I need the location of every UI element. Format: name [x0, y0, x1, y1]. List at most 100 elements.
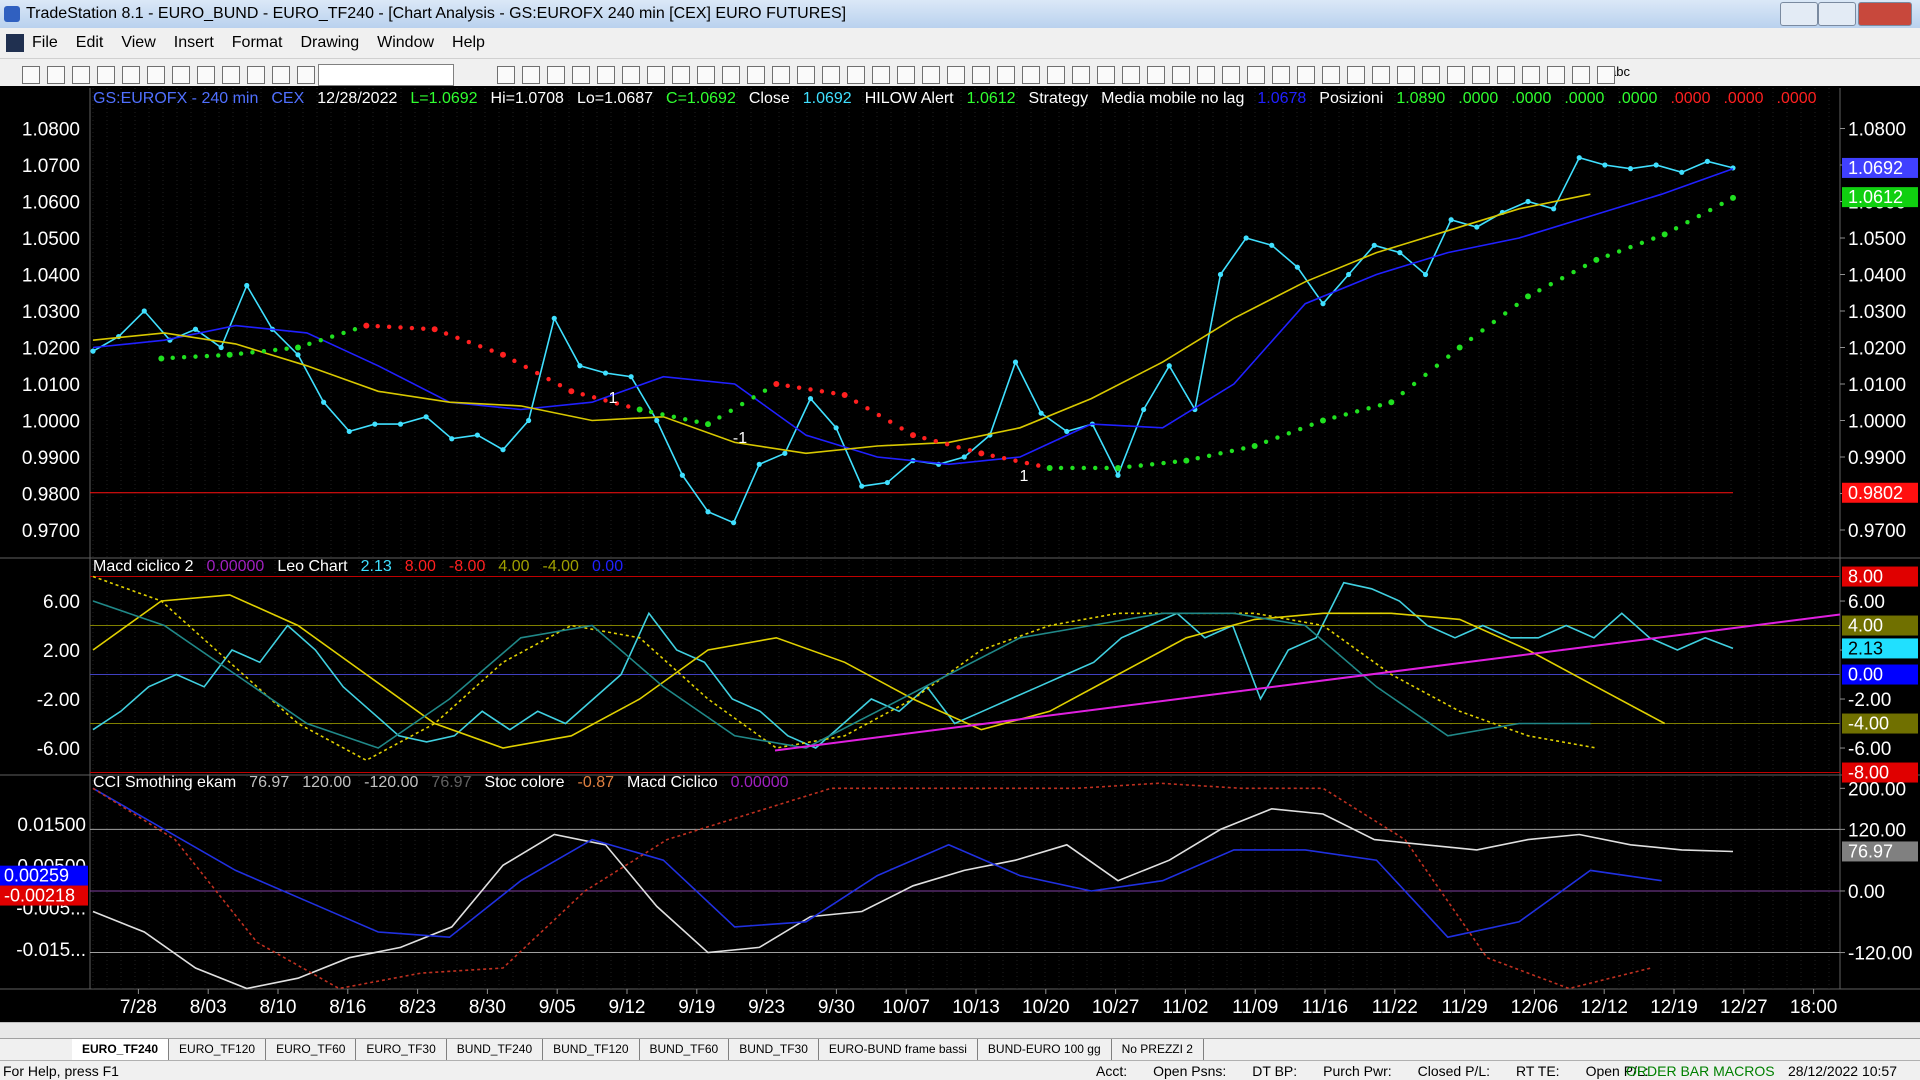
tool-icon[interactable]: [1172, 66, 1190, 84]
tool-icon[interactable]: [1472, 66, 1490, 84]
menu-item[interactable]: Drawing: [300, 34, 360, 51]
hilow-dot-fill: [512, 358, 517, 364]
tool-icon[interactable]: [1322, 66, 1340, 84]
hilow-dot-fill: [466, 339, 472, 345]
tab[interactable]: EURO-BUND frame bassi: [819, 1039, 978, 1060]
header-item: 0.00000: [206, 558, 265, 575]
tool-icon[interactable]: [297, 66, 315, 84]
tool-icon[interactable]: [1222, 66, 1240, 84]
tool-icon[interactable]: [1497, 66, 1515, 84]
price-dot: [577, 363, 583, 369]
tool-icon[interactable]: [747, 66, 765, 84]
tool-icon[interactable]: [47, 66, 65, 84]
tool-icon[interactable]: [1122, 66, 1140, 84]
price-dot: [782, 450, 788, 456]
hilow-dot-fill: [683, 417, 688, 422]
macros[interactable]: ORDER BAR MACROS: [1626, 1063, 1775, 1079]
tool-icon[interactable]: [1422, 66, 1440, 84]
symbol-combo[interactable]: [318, 64, 454, 86]
tab[interactable]: EURO_TF60: [266, 1039, 357, 1060]
x-tick-label: 8/10: [260, 997, 297, 1018]
menu-item[interactable]: Edit: [75, 34, 104, 51]
tool-icon[interactable]: [1297, 66, 1315, 84]
tool-icon[interactable]: [22, 66, 40, 84]
tab[interactable]: No PREZZI 2: [1112, 1039, 1204, 1060]
tool-icon[interactable]: [497, 66, 515, 84]
tool-icon[interactable]: [1197, 66, 1215, 84]
tool-icon[interactable]: [722, 66, 740, 84]
y-tick-label-left: 0.9700: [22, 521, 80, 542]
tool-icon[interactable]: [922, 66, 940, 84]
tool-icon[interactable]: [1097, 66, 1115, 84]
tool-icon[interactable]: [1522, 66, 1540, 84]
tool-icon[interactable]: [872, 66, 890, 84]
maximize-button[interactable]: [1818, 2, 1856, 26]
tool-icon[interactable]: [1347, 66, 1365, 84]
hilow-dot-fill: [614, 401, 620, 406]
tool-icon[interactable]: [772, 66, 790, 84]
tool-icon[interactable]: [1272, 66, 1290, 84]
tab[interactable]: EURO_TF120: [169, 1039, 267, 1060]
menu-item[interactable]: Format: [231, 34, 283, 51]
tool-icon[interactable]: [622, 66, 640, 84]
tool-icon[interactable]: [947, 66, 965, 84]
tool-icon[interactable]: [172, 66, 190, 84]
tool-icon[interactable]: [1072, 66, 1090, 84]
tab[interactable]: BUND_TF30: [729, 1039, 819, 1060]
tool-icon[interactable]: [1022, 66, 1040, 84]
hilow-dot-fill: [478, 344, 483, 349]
tool-icon[interactable]: [672, 66, 690, 84]
tool-icon[interactable]: [122, 66, 140, 84]
tab[interactable]: BUND_TF240: [447, 1039, 544, 1060]
tool-icon[interactable]: [197, 66, 215, 84]
tab[interactable]: EURO_TF240: [72, 1039, 170, 1060]
menu-item[interactable]: View: [121, 34, 156, 51]
price-dot: [1551, 206, 1557, 212]
tool-icon[interactable]: [597, 66, 615, 84]
menu-item[interactable]: Insert: [173, 34, 214, 51]
tool-icon[interactable]: [547, 66, 565, 84]
tool-icon[interactable]: [272, 66, 290, 84]
hilow-dot: [431, 326, 438, 333]
hilow-dot-fill: [1138, 463, 1143, 468]
status-field: Acct:: [1096, 1063, 1128, 1079]
tool-icon[interactable]: [222, 66, 240, 84]
tool-icon[interactable]: [1397, 66, 1415, 84]
tool-icon[interactable]: [572, 66, 590, 84]
header-item: .0000: [1670, 90, 1711, 107]
tool-icon[interactable]: [1447, 66, 1465, 84]
tab[interactable]: EURO_TF30: [356, 1039, 447, 1060]
tab[interactable]: BUND_TF60: [640, 1039, 730, 1060]
close-button[interactable]: [1858, 2, 1912, 26]
minimize-button[interactable]: [1780, 2, 1818, 26]
tool-icon[interactable]: [1597, 66, 1615, 84]
tool-icon[interactable]: [522, 66, 540, 84]
tool-icon[interactable]: [972, 66, 990, 84]
tool-icon[interactable]: [997, 66, 1015, 84]
hilow-dot: [910, 432, 916, 439]
tool-icon[interactable]: [1572, 66, 1590, 84]
tool-icon[interactable]: [897, 66, 915, 84]
tool-icon[interactable]: [97, 66, 115, 84]
tool-icon[interactable]: [697, 66, 715, 84]
tool-icon[interactable]: [72, 66, 90, 84]
tool-icon[interactable]: [647, 66, 665, 84]
tool-icon[interactable]: [1372, 66, 1390, 84]
scrollbar[interactable]: [0, 1022, 1920, 1039]
tool-icon[interactable]: [1147, 66, 1165, 84]
tool-icon[interactable]: [1047, 66, 1065, 84]
tool-icon[interactable]: [1247, 66, 1265, 84]
tab[interactable]: BUND-EURO 100 gg: [978, 1039, 1112, 1060]
menu-item[interactable]: File: [32, 34, 58, 51]
tab[interactable]: BUND_TF120: [543, 1039, 640, 1060]
tool-icon[interactable]: [797, 66, 815, 84]
tool-icon[interactable]: [147, 66, 165, 84]
menu-item[interactable]: Help: [452, 34, 485, 51]
tool-icon[interactable]: [822, 66, 840, 84]
tool-icon[interactable]: [847, 66, 865, 84]
tool-icon[interactable]: [1547, 66, 1565, 84]
menu-item[interactable]: Window: [377, 34, 435, 51]
y2-tick-label: 0.01500: [17, 815, 86, 836]
tool-icon[interactable]: [247, 66, 265, 84]
